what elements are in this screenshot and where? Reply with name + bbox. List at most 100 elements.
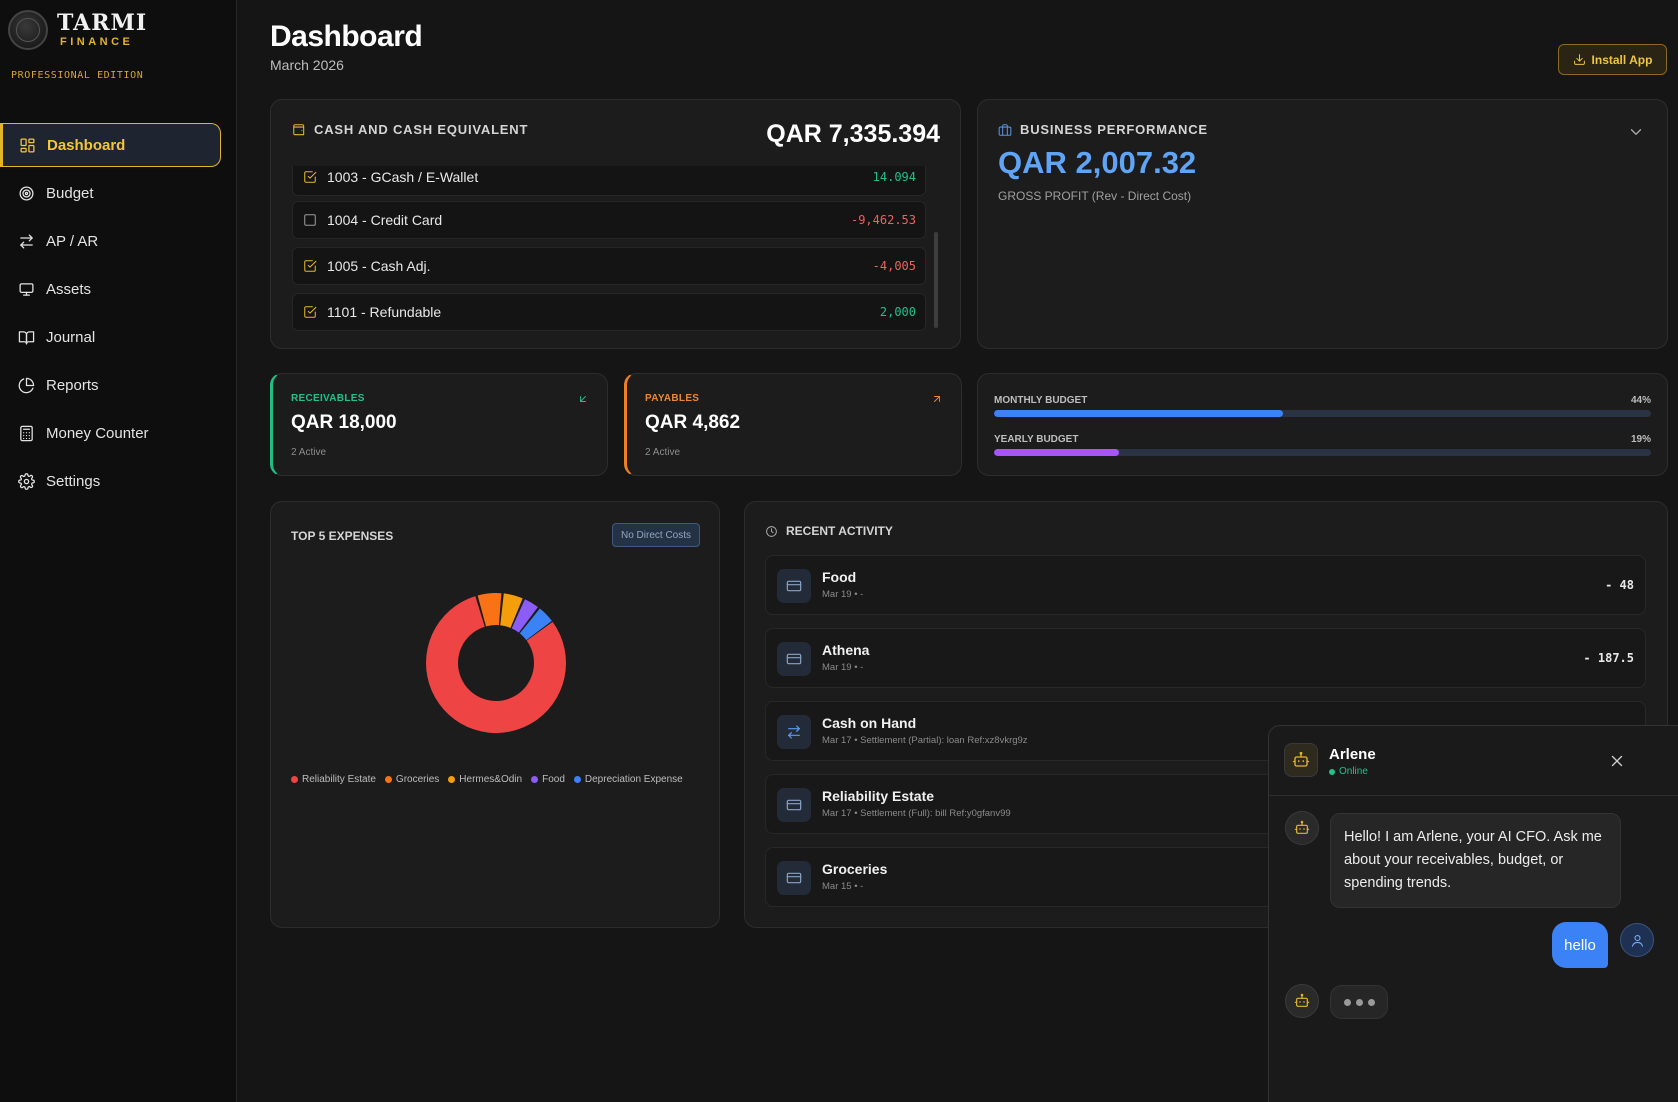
account-list-scrollbar[interactable]	[934, 166, 939, 336]
sidebar-item-label: AP / AR	[46, 232, 99, 250]
expenses-donut-chart[interactable]	[425, 592, 567, 734]
install-app-label: Install App	[1591, 52, 1653, 67]
account-row[interactable]: 1003 - GCash / E-Wallet 14.094	[292, 166, 926, 196]
donut-slice-depreciation-expense[interactable]	[519, 608, 552, 641]
business-performance-title: BUSINESS PERFORMANCE	[1020, 122, 1208, 137]
sidebar-item-label: Budget	[46, 184, 94, 202]
account-amount: 14.094	[872, 170, 916, 184]
install-app-button[interactable]: Install App	[1558, 44, 1667, 75]
activity-title: Reliability Estate	[822, 788, 935, 804]
target-icon	[17, 184, 35, 202]
legend-label: Groceries	[395, 774, 440, 785]
chat-bot-name: Arlene	[1329, 746, 1376, 763]
checkbox-checked-icon[interactable]	[303, 259, 317, 273]
sidebar-nav: Dashboard Budget AP / AR Assets Journal	[0, 123, 221, 507]
activity-title: Cash on Hand	[822, 715, 917, 731]
recent-activity-title: RECENT ACTIVITY	[786, 524, 893, 538]
donut-slice-hermes-odin[interactable]	[500, 593, 523, 628]
activity-title: Athena	[822, 642, 870, 658]
bot-avatar	[1284, 743, 1318, 777]
activity-title: Groceries	[822, 861, 888, 877]
business-performance-card: BUSINESS PERFORMANCE QAR 2,007.32 GROSS …	[977, 99, 1668, 349]
close-icon[interactable]	[1608, 752, 1626, 775]
account-row[interactable]: 1005 - Cash Adj. -4,005	[292, 247, 926, 285]
book-icon	[17, 328, 35, 346]
payables-card[interactable]: PAYABLES QAR 4,862 2 Active	[624, 373, 962, 476]
activity-title: Food	[822, 569, 857, 585]
wallet-icon	[293, 123, 305, 135]
chat-status: Online	[1329, 766, 1368, 777]
account-row[interactable]: 1101 - Refundable 2,000	[292, 293, 926, 331]
legend-item[interactable]: Reliability Estate	[291, 774, 376, 785]
scrollbar-thumb[interactable]	[934, 232, 938, 328]
bot-message: Hello! I am Arlene, your AI CFO. Ask me …	[1330, 813, 1621, 908]
page-title: Dashboard	[270, 20, 423, 53]
arrows-swap-icon	[17, 232, 35, 250]
monthly-budget-track	[994, 410, 1651, 417]
expenses-legend: Reliability Estate Groceries Hermes&Odin…	[291, 774, 692, 785]
monitor-icon	[17, 280, 35, 298]
no-direct-costs-badge[interactable]: No Direct Costs	[611, 523, 700, 547]
legend-item[interactable]: Groceries	[384, 774, 440, 785]
account-name: 1003 - GCash / E-Wallet	[327, 169, 479, 185]
checkbox-checked-icon[interactable]	[303, 170, 317, 184]
typing-indicator	[1330, 985, 1388, 1019]
cash-total: QAR 7,335.394	[766, 120, 940, 148]
budget-card: MONTHLY BUDGET 44% YEARLY BUDGET 19%	[977, 373, 1668, 476]
payables-label: PAYABLES	[645, 393, 700, 404]
payables-value: QAR 4,862	[645, 412, 741, 433]
edition-label: PROFESSIONAL EDITION	[11, 70, 144, 81]
page-subtitle: March 2026	[270, 57, 344, 73]
monthly-budget-row: MONTHLY BUDGET 44%	[994, 395, 1651, 417]
checkbox-checked-icon[interactable]	[303, 305, 317, 319]
robot-icon	[1294, 993, 1310, 1007]
account-amount: -9,462.53	[850, 213, 916, 227]
sidebar-item-journal[interactable]: Journal	[0, 315, 221, 359]
legend-label: Hermes&Odin	[459, 774, 523, 785]
activity-row[interactable]: Athena Mar 19 • - - 187.5	[765, 628, 1646, 688]
donut-slice-groceries[interactable]	[477, 593, 502, 627]
legend-item[interactable]: Depreciation Expense	[573, 774, 683, 785]
account-list[interactable]: 1003 - GCash / E-Wallet 14.094 1004 - Cr…	[292, 166, 926, 336]
donut-slice-reliability-estate[interactable]	[426, 596, 566, 733]
legend-label: Food	[542, 774, 565, 785]
yearly-budget-label: YEARLY BUDGET	[994, 434, 1079, 445]
clock-icon	[766, 525, 777, 537]
checkbox-unchecked-icon[interactable]	[303, 213, 317, 227]
user-message: hello	[1552, 922, 1608, 968]
brand-name: TARMI	[57, 10, 148, 36]
arrow-up-right-icon	[931, 392, 943, 410]
chevron-down-icon[interactable]	[1627, 123, 1645, 146]
legend-item[interactable]: Food	[531, 774, 565, 785]
gear-icon	[17, 472, 35, 490]
sidebar-item-settings[interactable]: Settings	[0, 459, 221, 503]
monthly-budget-percent: 44%	[1630, 395, 1651, 406]
transfer-icon	[777, 715, 811, 749]
brand-logo[interactable]: TARMI FINANCE	[8, 10, 147, 50]
monthly-budget-fill	[994, 410, 1284, 417]
account-amount: 2,000	[879, 305, 916, 319]
sidebar-item-reports[interactable]: Reports	[0, 363, 221, 407]
sidebar-item-assets[interactable]: Assets	[0, 267, 221, 311]
account-name: 1101 - Refundable	[327, 304, 442, 320]
top-expenses-card: TOP 5 EXPENSES No Direct Costs Reliabili…	[270, 501, 720, 928]
activity-subtitle: Mar 15 • -	[822, 881, 864, 892]
sidebar-item-label: Assets	[46, 280, 92, 298]
donut-slice-food[interactable]	[511, 599, 538, 633]
yearly-budget-row: YEARLY BUDGET 19%	[994, 434, 1651, 456]
activity-row[interactable]: Food Mar 19 • - - 48	[765, 555, 1646, 615]
account-row[interactable]: 1004 - Credit Card -9,462.53	[292, 201, 926, 239]
legend-item[interactable]: Hermes&Odin	[448, 774, 522, 785]
top-expenses-title: TOP 5 EXPENSES	[291, 529, 394, 543]
sidebar-item-money-counter[interactable]: Money Counter	[0, 411, 221, 455]
sidebar-item-budget[interactable]: Budget	[0, 171, 221, 215]
sidebar-item-dashboard[interactable]: Dashboard	[0, 123, 221, 167]
yearly-budget-track	[994, 449, 1651, 456]
bot-avatar	[1285, 811, 1319, 845]
card-icon	[777, 788, 811, 822]
receivables-card[interactable]: RECEIVABLES QAR 18,000 2 Active	[270, 373, 608, 476]
chat-status-label: Online	[1339, 766, 1368, 777]
gross-profit-label: GROSS PROFIT (Rev - Direct Cost)	[998, 189, 1192, 203]
sidebar-item-ap-ar[interactable]: AP / AR	[0, 219, 221, 263]
card-icon	[777, 569, 811, 603]
